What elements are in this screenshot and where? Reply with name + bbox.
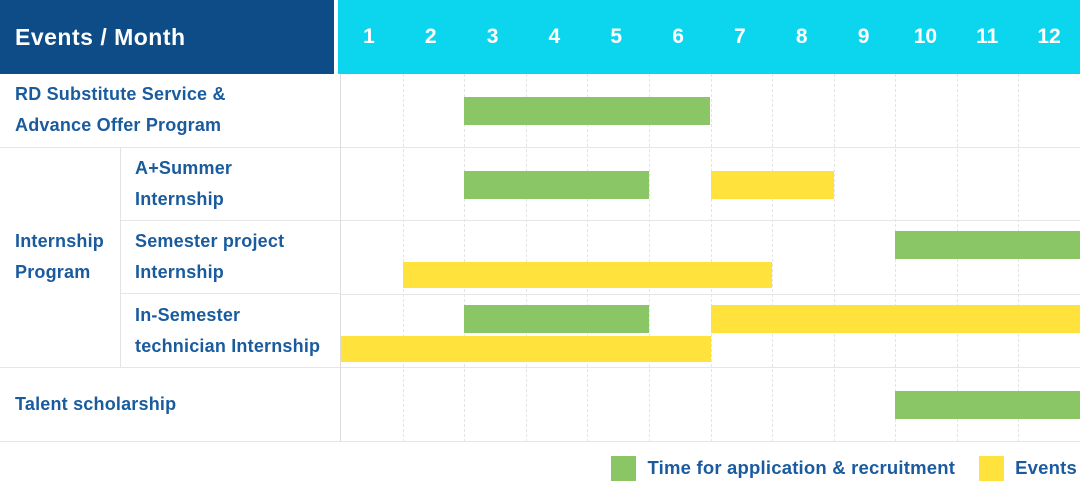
row-label-in-semester-technician: In-Semester technician Internship — [135, 304, 321, 356]
month-header-cell: 11 — [976, 25, 999, 48]
chart-row — [341, 368, 1080, 442]
gantt-bar-event — [341, 335, 711, 362]
gantt-bar-application — [895, 231, 1080, 260]
gantt-chart-area — [340, 74, 1080, 442]
month-header-cell: 10 — [913, 25, 938, 48]
month-header-cell: 6 — [672, 25, 684, 48]
gantt-bar-event — [710, 304, 1080, 333]
events-month-header: Events / Month — [0, 0, 334, 74]
month-header-cell: 1 — [363, 25, 375, 48]
legend-label: Events — [1015, 457, 1077, 478]
legend-label: Time for application & recruitment — [647, 457, 956, 478]
green-swatch-icon — [611, 455, 637, 481]
month-header-cell: 4 — [548, 25, 561, 48]
header-divider — [334, 0, 338, 74]
gantt-bar-event — [402, 262, 773, 289]
gantt-bar-application — [464, 170, 649, 199]
row-label-semester-project: Semester project Internship — [121, 221, 340, 295]
gantt-bar-event — [710, 170, 834, 199]
legend-item-events: Events — [979, 455, 1077, 481]
event-labels-column: RD Substitute Service & Advance Offer Pr… — [0, 74, 340, 442]
group-label-internship-program: Internship Program — [15, 231, 105, 283]
table-body: RD Substitute Service & Advance Offer Pr… — [0, 74, 1080, 442]
month-header-cell: 8 — [795, 25, 808, 48]
row-label-a-plus-summer: A+Summer Internship — [121, 148, 340, 221]
chart-row — [341, 148, 1080, 222]
sub-labels-column: A+Summer Internship Semester project Int… — [120, 147, 340, 368]
table-header-row: Events / Month 1 2 3 4 5 6 7 8 9 10 11 12 — [0, 0, 1080, 74]
row-label-text: RD Substitute Service & Advance Offer Pr… — [15, 84, 226, 136]
month-header-cell: 5 — [610, 25, 623, 48]
gantt-bar-application — [464, 97, 711, 125]
chart-row — [341, 295, 1080, 369]
month-header-row: 1 2 3 4 5 6 7 8 9 10 11 12 — [338, 0, 1080, 74]
legend: Time for application & recruitment Event… — [0, 442, 1080, 494]
month-header-cell: 7 — [734, 25, 746, 48]
gantt-bar-application — [895, 391, 1080, 420]
row-label-rd-substitute: RD Substitute Service & Advance Offer Pr… — [0, 74, 340, 148]
gantt-bar-application — [464, 304, 649, 333]
yellow-swatch-icon — [979, 455, 1005, 481]
row-label-text: Talent scholarship — [15, 394, 177, 415]
header-title: Events / Month — [15, 23, 186, 50]
month-header-cell: 12 — [1037, 25, 1061, 48]
chart-row — [341, 74, 1080, 148]
month-header-cell: 2 — [424, 25, 437, 48]
month-header-cell: 9 — [857, 25, 870, 48]
row-label-talent-scholarship: Talent scholarship — [0, 368, 340, 442]
month-header-cell: 3 — [486, 25, 499, 48]
legend-item-application: Time for application & recruitment — [611, 455, 956, 481]
internship-program-group: Internship Program A+Summer Internship S… — [0, 147, 340, 369]
chart-row — [341, 221, 1080, 295]
